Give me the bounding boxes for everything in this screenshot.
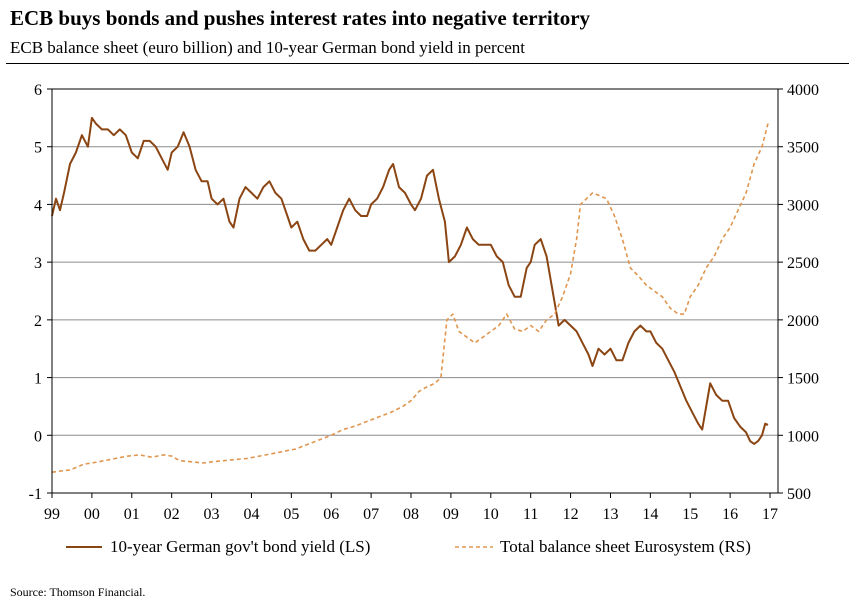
x-tick-label: 04	[243, 506, 259, 523]
chart-title: ECB buys bonds and pushes interest rates…	[10, 6, 591, 30]
x-tick-label: 06	[323, 506, 339, 523]
gridlines	[52, 146, 778, 436]
y-left-tick-label: 5	[34, 140, 42, 157]
y-right-tick-label: 2500	[787, 255, 819, 272]
x-tick-label: 10	[483, 506, 499, 523]
x-tick-label: 15	[682, 506, 698, 523]
plot-frame	[51, 88, 779, 494]
x-tick-label: 03	[204, 506, 220, 523]
y-left-tick-label: 4	[34, 197, 42, 214]
balance-sheet-series-line	[51, 123, 769, 473]
x-tick-label: 09	[443, 506, 459, 523]
y-left-tick-label: -1	[29, 486, 42, 503]
y-left-tick-label: 1	[34, 371, 42, 388]
chart-subtitle: ECB balance sheet (euro billion) and 10-…	[10, 38, 526, 57]
x-tick-label: 07	[363, 506, 379, 523]
series-layer	[51, 116, 769, 473]
y-right-tick-label: 3500	[787, 140, 819, 157]
y-right-tick-label: 3000	[787, 197, 819, 214]
x-tick-label: 14	[642, 506, 658, 523]
legend-label-yield: 10-year German gov't bond yield (LS)	[110, 537, 370, 556]
x-tick-label: 16	[722, 506, 738, 523]
x-tick-label: 00	[84, 506, 100, 523]
x-tick-label: 11	[523, 506, 538, 523]
title-divider	[6, 63, 849, 64]
legend: 10-year German gov't bond yield (LS) Tota…	[66, 537, 751, 556]
x-tick-label: 02	[164, 506, 180, 523]
y-right-tick-label: 1500	[787, 371, 819, 388]
x-tick-label: 05	[283, 506, 299, 523]
x-tick-label: 08	[403, 506, 419, 523]
legend-label-balance-sheet: Total balance sheet Eurosystem (RS)	[500, 537, 751, 556]
x-tick-label: 01	[124, 506, 140, 523]
x-tick-label: 13	[602, 506, 618, 523]
x-tick-label: 99	[44, 506, 60, 523]
tick-labels: -101234565001000150020002500300035004000…	[29, 82, 819, 523]
y-right-tick-label: 4000	[787, 82, 819, 99]
y-right-tick-label: 1000	[787, 428, 819, 445]
yield-series-line	[51, 116, 769, 445]
y-right-tick-label: 500	[787, 486, 811, 503]
y-right-tick-label: 2000	[787, 313, 819, 330]
y-left-tick-label: 6	[34, 82, 42, 99]
x-tick-label: 12	[563, 506, 579, 523]
x-tick-label: 17	[762, 506, 778, 523]
y-left-tick-label: 3	[34, 255, 42, 272]
source-note: Source: Thomson Financial.	[10, 585, 146, 599]
y-left-tick-label: 0	[34, 428, 42, 445]
y-left-tick-label: 2	[34, 313, 42, 330]
